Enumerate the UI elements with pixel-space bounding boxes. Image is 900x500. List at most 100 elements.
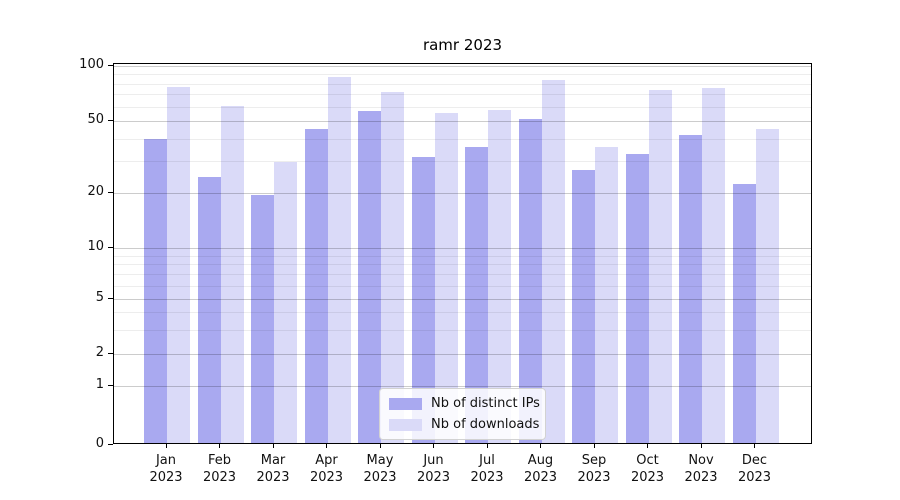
x-tick-jun bbox=[433, 444, 434, 448]
x-tick-month-text: Feb bbox=[207, 453, 232, 468]
x-tick-month-text: Apr bbox=[315, 453, 338, 468]
x-tick-label-sep: Sep 2023 bbox=[566, 452, 622, 486]
x-tick-label-may: May 2023 bbox=[352, 452, 408, 486]
x-tick-month-text: May bbox=[366, 453, 394, 468]
gridline-minor-7 bbox=[114, 274, 811, 276]
x-tick-apr bbox=[326, 444, 327, 448]
gridline-minor-6 bbox=[114, 285, 811, 287]
legend-swatch-ips-icon bbox=[389, 397, 422, 410]
y-tick-5 bbox=[108, 297, 113, 299]
y-tick-2 bbox=[108, 352, 113, 354]
y-tick-0 bbox=[108, 443, 113, 445]
y-tick-label-50: 50 bbox=[87, 112, 104, 127]
x-tick-month-text: Dec bbox=[741, 453, 768, 468]
y-tick-20 bbox=[108, 191, 113, 193]
bar-distinct-ips-mar bbox=[251, 195, 274, 443]
x-tick-month-text: Mar bbox=[260, 453, 286, 468]
plot-area bbox=[113, 63, 812, 444]
x-tick-year-text: 2023 bbox=[684, 470, 718, 485]
x-tick-label-jun: Jun 2023 bbox=[406, 452, 462, 486]
bar-downloads-mar bbox=[274, 161, 297, 443]
x-tick-month-text: Oct bbox=[636, 453, 659, 468]
bar-distinct-ips-aug bbox=[518, 119, 542, 443]
bar-downloads-sep bbox=[595, 147, 618, 443]
gridline-minor-90 bbox=[114, 74, 811, 76]
gridline-major-5 bbox=[114, 299, 811, 300]
bar-downloads-may bbox=[381, 92, 404, 443]
x-tick-nov bbox=[700, 444, 702, 448]
y-tick-1 bbox=[108, 384, 113, 386]
bar-distinct-ips-jan bbox=[144, 138, 167, 443]
gridline-minor-30 bbox=[114, 161, 811, 163]
gridline-minor-3 bbox=[114, 329, 811, 331]
gridline-minor-60 bbox=[114, 106, 811, 108]
x-tick-jan bbox=[165, 444, 167, 448]
x-tick-label-nov: Nov 2023 bbox=[673, 452, 729, 486]
bar-distinct-ips-sep bbox=[572, 170, 595, 443]
x-tick-year-text: 2023 bbox=[309, 470, 344, 485]
x-tick-label-apr: Apr 2023 bbox=[299, 452, 355, 486]
x-tick-year-text: 2023 bbox=[630, 470, 665, 485]
x-tick-month-text: Jun bbox=[423, 453, 444, 468]
gridline-major-2 bbox=[114, 354, 811, 355]
gridline-major-100 bbox=[114, 66, 811, 67]
x-tick-month-text: Jul bbox=[479, 453, 495, 468]
gridline-minor-40 bbox=[114, 138, 811, 140]
x-tick-mar bbox=[272, 444, 274, 448]
bar-downloads-nov bbox=[702, 87, 725, 443]
bar-distinct-ips-may bbox=[358, 111, 381, 443]
x-tick-dec bbox=[754, 444, 755, 448]
gridline-minor-9 bbox=[114, 255, 811, 257]
y-tick-label-0: 0 bbox=[95, 436, 104, 451]
x-tick-sep bbox=[593, 444, 595, 448]
y-tick-label-1: 1 bbox=[95, 377, 104, 392]
gridline-minor-70 bbox=[114, 94, 811, 96]
y-tick-100 bbox=[108, 64, 113, 66]
gridline-minor-80 bbox=[114, 83, 811, 85]
x-tick-label-feb: Feb 2023 bbox=[192, 452, 248, 486]
y-tick-label-10: 10 bbox=[87, 239, 104, 254]
gridline-minor-8 bbox=[114, 264, 811, 266]
x-tick-label-oct: Oct 2023 bbox=[620, 452, 676, 486]
x-tick-year-text: 2023 bbox=[470, 470, 504, 485]
x-tick-may bbox=[379, 444, 381, 448]
legend: Nb of distinct IPs Nb of downloads bbox=[379, 388, 546, 440]
gridline-minor-4 bbox=[114, 312, 811, 314]
y-tick-50 bbox=[108, 119, 113, 121]
x-tick-label-jan: Jan 2023 bbox=[138, 452, 194, 486]
bar-downloads-dec bbox=[755, 129, 779, 443]
bar-distinct-ips-feb bbox=[197, 176, 221, 443]
x-tick-year-text: 2023 bbox=[256, 470, 290, 485]
x-tick-year-text: 2023 bbox=[149, 470, 183, 485]
bar-distinct-ips-nov bbox=[679, 134, 702, 443]
gridline-major-1 bbox=[114, 386, 811, 387]
gridline-major-10 bbox=[114, 248, 811, 249]
bar-downloads-jul bbox=[488, 110, 511, 443]
x-tick-month-text: Nov bbox=[688, 453, 714, 468]
y-tick-10 bbox=[108, 246, 113, 248]
x-tick-year-text: 2023 bbox=[523, 470, 558, 485]
x-tick-jul bbox=[486, 444, 488, 448]
bar-distinct-ips-dec bbox=[732, 183, 756, 443]
gridline-major-20 bbox=[114, 193, 811, 194]
x-tick-label-mar: Mar 2023 bbox=[245, 452, 301, 486]
x-tick-label-dec: Dec 2023 bbox=[727, 452, 783, 486]
bar-downloads-aug bbox=[541, 79, 565, 443]
legend-swatch-downloads-icon bbox=[389, 418, 422, 431]
x-tick-label-jul: Jul 2023 bbox=[459, 452, 515, 486]
y-tick-label-100: 100 bbox=[79, 57, 104, 72]
bar-distinct-ips-jun bbox=[411, 156, 435, 443]
x-tick-oct bbox=[647, 444, 648, 448]
legend-item: Nb of distinct IPs bbox=[389, 395, 540, 412]
y-tick-label-2: 2 bbox=[95, 345, 104, 360]
y-tick-label-20: 20 bbox=[87, 184, 104, 199]
x-tick-month-text: Jan bbox=[155, 453, 177, 468]
bar-distinct-ips-jul bbox=[465, 147, 488, 443]
x-tick-year-text: 2023 bbox=[577, 470, 611, 485]
x-tick-year-text: 2023 bbox=[737, 470, 772, 485]
x-tick-year-text: 2023 bbox=[363, 470, 397, 485]
bar-downloads-feb bbox=[220, 105, 244, 443]
legend-item: Nb of downloads bbox=[389, 416, 539, 433]
bar-distinct-ips-oct bbox=[625, 154, 649, 443]
